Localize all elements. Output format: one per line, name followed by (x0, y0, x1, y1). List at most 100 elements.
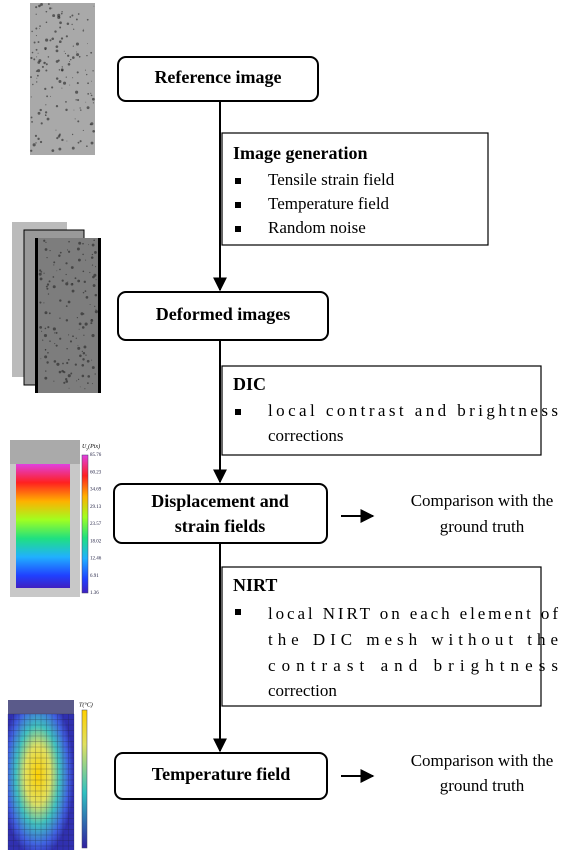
speckle (56, 270, 58, 272)
speckle (93, 5, 95, 7)
speckle (68, 240, 70, 243)
speckle (66, 140, 68, 142)
speckle (89, 271, 91, 274)
speckle (72, 335, 74, 338)
speckle (51, 7, 53, 9)
colorbar-tick-label: 23.57 (90, 522, 102, 527)
speckle (71, 133, 74, 136)
speckle (81, 326, 85, 329)
speckle (61, 87, 63, 89)
speckle (54, 343, 56, 345)
speckle (83, 345, 87, 349)
speckle (63, 50, 65, 52)
speckle (44, 355, 48, 359)
speckle (33, 41, 36, 44)
speckle (93, 239, 95, 242)
speckle (59, 268, 61, 271)
speckle (76, 53, 80, 57)
speckle (75, 337, 77, 339)
speckle (84, 322, 88, 326)
speckle (39, 269, 42, 272)
step-item: local NIRT on each element of (268, 604, 558, 623)
speckle (41, 65, 44, 68)
speckle (81, 350, 83, 353)
speckle (67, 281, 69, 283)
speckle (47, 56, 50, 58)
speckle (70, 372, 73, 375)
speckle (90, 322, 93, 325)
speckle (86, 73, 88, 76)
speckle (30, 56, 33, 60)
colorbar-label: Uy(Pix) (82, 443, 100, 451)
colorbar-tick-label: 1.36 (90, 591, 99, 596)
speckle (75, 18, 78, 21)
speckle (55, 129, 57, 131)
speckle (80, 312, 84, 316)
speckle (38, 272, 42, 276)
speckle (76, 71, 79, 74)
speckle (40, 358, 42, 360)
speckle (86, 145, 88, 148)
speckle (76, 316, 79, 319)
speckle (37, 52, 39, 54)
speckle (47, 326, 50, 329)
speckle (65, 319, 69, 322)
speckle (80, 109, 82, 111)
speckle (56, 137, 59, 140)
speckle (82, 291, 85, 294)
speckle (73, 109, 75, 111)
node-label: Temperature field (152, 764, 290, 784)
step-item: correction (268, 681, 337, 700)
speckle (37, 41, 40, 44)
speckle (59, 337, 62, 340)
speckle (55, 49, 59, 53)
speckle (40, 3, 43, 6)
speckle (40, 271, 43, 273)
speckle (73, 28, 75, 30)
speckle (39, 108, 42, 112)
speckle (95, 266, 97, 268)
bullets (235, 178, 241, 615)
speckle (67, 250, 71, 253)
step-boxes (221, 132, 542, 707)
speckle (94, 305, 96, 307)
deformed-photos (12, 222, 101, 393)
speckle (62, 362, 64, 365)
speckle (69, 340, 73, 343)
speckle (95, 279, 97, 281)
speckle (91, 366, 95, 370)
speckle (92, 129, 95, 133)
speckle (58, 80, 62, 83)
speckle (63, 81, 67, 85)
speckle (90, 51, 93, 54)
speckle (44, 311, 48, 315)
speckle (79, 107, 81, 109)
node-label: Reference image (154, 67, 281, 87)
speckle (59, 133, 61, 135)
speckle (34, 134, 38, 137)
speckle (55, 77, 59, 80)
speckle (71, 283, 74, 285)
speckle (63, 371, 66, 374)
speckle (51, 149, 55, 152)
speckle (60, 37, 64, 40)
speckle (83, 334, 85, 336)
step-title: DIC (233, 374, 266, 394)
speckle (69, 58, 72, 61)
colorbar-tick-label: 6.91 (90, 574, 99, 579)
colorbar-tick-label: 12.46 (90, 557, 102, 562)
speckle (85, 101, 87, 103)
speckle (46, 257, 48, 259)
speckle (79, 354, 82, 358)
speckle (92, 275, 95, 279)
speckle (59, 251, 62, 254)
speckle (36, 74, 39, 77)
comparison-text: Comparison with the (411, 751, 554, 770)
speckle (64, 52, 67, 55)
speckle (81, 374, 85, 378)
speckle (59, 21, 62, 25)
speckle (57, 135, 61, 138)
speckle (41, 330, 43, 332)
speckle (67, 334, 70, 336)
speckle (45, 285, 48, 288)
